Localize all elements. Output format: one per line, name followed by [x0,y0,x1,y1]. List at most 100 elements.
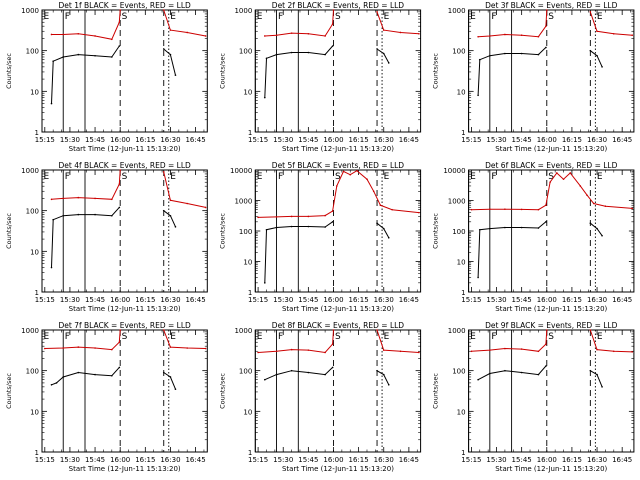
x-tick-label: 15:30 [486,136,506,144]
lld-series-line-point [470,208,473,211]
lld-series-line-point [77,32,80,35]
plot-frame [41,329,208,453]
y-tick-label: 1000 [21,7,39,15]
lld-series-line-point [569,172,572,174]
marker-label: E [470,332,476,342]
x-tick-label: 15:15 [248,456,268,464]
chart-title: Det 2f BLACK = Events, RED = LLD [272,1,405,10]
events-series-line-after-point [596,54,598,57]
events-series-line-after [590,370,603,387]
events-series-line-after-point [589,369,592,372]
events-series-line-point [111,374,113,377]
marker-label: E [470,12,476,22]
lld-series-line-after-point [589,11,592,13]
x-tick-label: 16:00 [323,456,343,464]
lld-series-line-point [77,346,80,348]
lld-series-line-point [549,181,551,183]
x-tick-label: 15:30 [273,136,293,144]
chart-title: Det 3f BLACK = Events, RED = LLD [485,1,618,10]
events-series-line-point [62,56,65,58]
y-tick-label: 100 [452,48,465,56]
plot-frame [254,329,422,453]
y-tick-label: 1 [461,129,465,137]
y-tick-label: 1 [461,449,465,457]
events-series-line-point [94,373,96,376]
marker-label: S [548,332,554,342]
lld-series-line-point [520,348,523,350]
lld-series-line-point [62,347,65,349]
marker-label: E [170,12,176,22]
events-series-line-after-point [162,209,165,212]
lld-series-line-point [324,214,326,217]
x-tick-label: 16:45 [612,136,632,144]
lld-series-line-point [290,32,293,34]
events-series-line-point [537,53,540,56]
events-series-line-point [477,94,479,97]
events-series-line-after-point [589,222,592,225]
x-tick-label: 16:30 [374,296,394,304]
x-tick-label: 16:30 [160,296,180,304]
y-tick-label: 10 [457,408,466,416]
lld-series-line-point [604,205,607,208]
x-axis-title: Start Time (12-Jun-11 15:13:20) [282,465,394,473]
y-tick-label: 1000 [234,7,252,15]
y-tick-label: 1000 [234,327,252,335]
x-tick-label: 15:30 [273,456,293,464]
y-tick-label: 10 [30,88,39,96]
lld-series-line-point [545,329,548,331]
events-series-line-after-point [162,371,165,374]
y-tick-label: 10000 [443,167,465,175]
x-axis-title: Start Time (12-Jun-11 15:13:20) [282,145,394,153]
lld-series-line-after-point [631,34,634,37]
marker-label: S [335,172,341,182]
y-tick-label: 1 [35,449,39,457]
x-tick-label: 16:15 [562,296,582,304]
lld-series-line [44,329,121,351]
lld-series-line-point [489,35,491,37]
x-tick-label: 15:15 [35,296,55,304]
x-tick-label: 16:30 [587,136,607,144]
events-series-line-point [478,58,481,61]
events-series-line-point [324,226,326,228]
y-tick-label: 10 [243,259,252,267]
events-series-line-after-point [387,383,390,386]
lld-series-line-after-point [589,329,592,331]
y-tick-label: 10 [30,408,39,416]
events-series-line-after-point [376,369,378,372]
events-series-line-point [50,266,53,269]
lld-series-line-point [62,33,65,36]
lld-series-line-after [589,329,633,353]
lld-series-line-point [366,178,368,180]
lld-series-line-point [331,210,334,212]
events-series-line-point [290,225,293,228]
events-series-line-point [520,52,523,55]
lld-series-line-after-point [162,9,165,11]
lld-series-line-after-point [418,351,420,354]
x-tick-label: 15:45 [512,456,532,464]
marker-label: S [335,12,341,22]
events-series-line-point [331,366,334,369]
lld-series-line-point [391,208,393,211]
x-tick-label: 15:30 [60,296,80,304]
x-tick-label: 16:30 [587,296,607,304]
lld-series-line-after-point [376,11,378,13]
events-series-line-point [520,226,523,229]
lld-series-line-point [290,215,293,218]
events-series-line-point [477,276,479,279]
x-tick-label: 15:45 [298,456,318,464]
lld-series-line-point [77,196,80,199]
x-tick-label: 16:30 [374,456,394,464]
lld-series-line-point [62,197,65,200]
events-series-line-point [77,53,80,56]
marker-label: S [335,332,341,342]
lld-series-line-point [586,194,588,196]
y-tick-label: 1 [248,129,252,137]
lld-series-line-point [332,9,335,11]
events-series-line-after-point [601,234,603,237]
events-series-line-point [118,206,121,209]
x-tick-label: 16:45 [185,296,205,304]
lld-series-line-point [592,202,595,205]
lld-series-line-point [111,198,113,201]
x-tick-label: 15:45 [85,296,105,304]
lld-series-line-after-point [204,206,207,209]
